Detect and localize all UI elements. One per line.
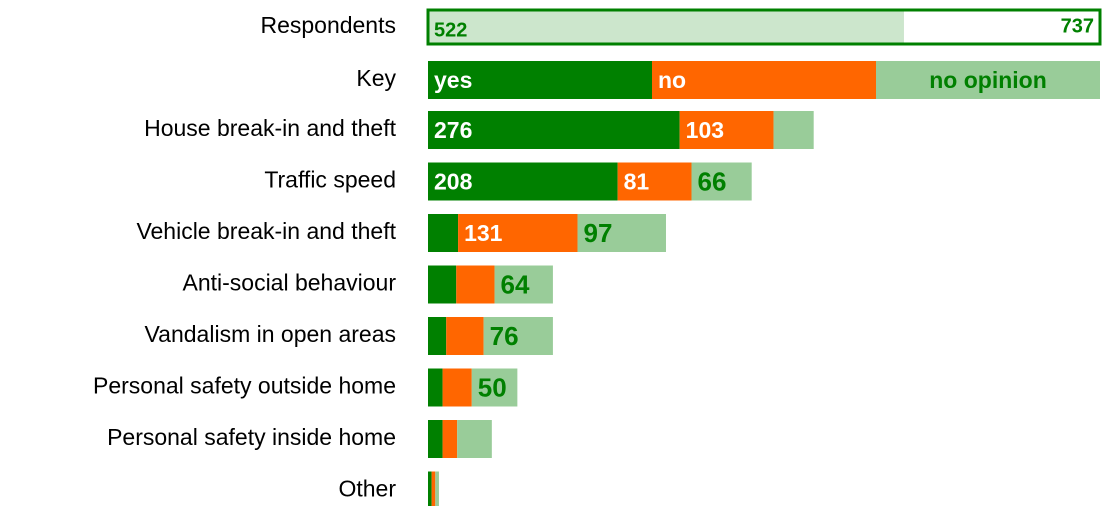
bar-segment (483, 317, 553, 355)
bar-segment (442, 368, 472, 407)
bar-segment (442, 420, 458, 458)
respondents-fill (428, 10, 904, 44)
value-label: 97 (584, 218, 613, 248)
row-label: Respondents (260, 12, 396, 38)
bar-segment (431, 471, 436, 506)
respondents-value: 522 (434, 19, 467, 41)
row-label: Key (356, 65, 396, 91)
value-label: 50 (478, 372, 507, 402)
value-label: 76 (490, 321, 519, 351)
bar-segment (428, 214, 459, 252)
row-label: Personal safety outside home (93, 373, 396, 399)
bar-segment (577, 214, 666, 252)
respondents-total (426, 8, 1102, 46)
bar-segment (428, 111, 680, 149)
legend-label: no opinion (929, 67, 1047, 93)
bar-segment (428, 317, 447, 355)
row-label: Vehicle break-in and theft (136, 218, 396, 244)
value-label: 103 (686, 117, 724, 143)
legend-label: no (658, 67, 686, 93)
bar-segment (679, 111, 774, 149)
legend-swatch (428, 61, 652, 99)
bar-segment (458, 214, 578, 252)
bar-segment (457, 420, 492, 458)
bar-segment (435, 471, 439, 506)
value-label: 81 (624, 169, 650, 195)
bar-segment (456, 265, 495, 304)
row-label: Other (338, 476, 396, 502)
bar-segment (494, 265, 553, 304)
value-label: 64 (501, 269, 530, 299)
bar-segment (617, 162, 692, 201)
legend-label: yes (434, 67, 472, 93)
bar-segment (428, 368, 443, 407)
value-label: 66 (698, 166, 727, 196)
bar-segment (446, 317, 484, 355)
row-label: Personal safety inside home (107, 424, 396, 450)
row-label: Anti-social behaviour (182, 270, 396, 296)
respondents-total-label: 737 (1061, 15, 1094, 37)
bar-segment (773, 111, 814, 149)
legend-swatch (876, 61, 1100, 99)
value-label: 208 (434, 169, 473, 195)
row-label: House break-in and theft (144, 115, 396, 141)
bar-segment (428, 471, 432, 506)
bar-segment (428, 265, 457, 304)
bar-segment (428, 420, 443, 458)
value-label: 131 (464, 220, 503, 246)
row-label: Traffic speed (264, 167, 396, 193)
value-label: 276 (434, 117, 472, 143)
bar-segment (691, 162, 752, 201)
bar-segment (471, 368, 518, 407)
row-label: Vandalism in open areas (145, 321, 396, 347)
bar-segment (428, 162, 618, 201)
legend-swatch (652, 61, 876, 99)
